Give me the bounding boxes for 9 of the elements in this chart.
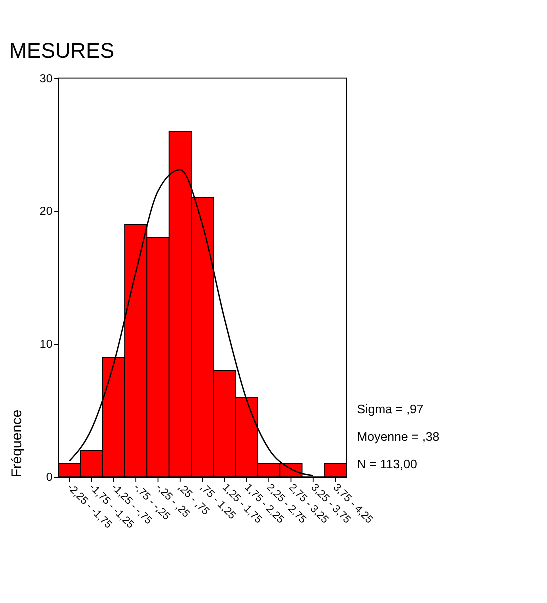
text: Moyenne = ,38 — [357, 430, 440, 444]
y-axis-title: Fréquence — [9, 410, 26, 478]
y-tick-label: 20 — [40, 206, 53, 218]
chart-title: MESURES — [9, 38, 115, 63]
text: Sigma = ,97 — [357, 402, 424, 416]
text: N = 113,00 — [357, 457, 418, 472]
y-tick-label: 10 — [40, 339, 53, 352]
y-tick-label: 30 — [40, 73, 53, 86]
y-tick-label: 0 — [46, 472, 53, 484]
